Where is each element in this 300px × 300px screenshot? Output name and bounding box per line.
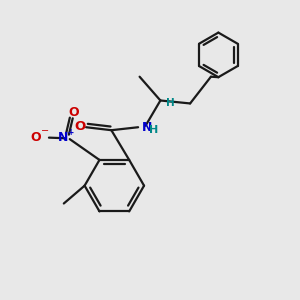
Text: −: −: [41, 126, 50, 136]
Text: O: O: [30, 130, 41, 143]
Text: H: H: [166, 98, 175, 109]
Text: N: N: [142, 121, 152, 134]
Text: O: O: [68, 106, 79, 119]
Text: +: +: [68, 128, 74, 137]
Text: N: N: [58, 131, 68, 144]
Text: O: O: [74, 120, 85, 133]
Text: H: H: [149, 125, 159, 135]
